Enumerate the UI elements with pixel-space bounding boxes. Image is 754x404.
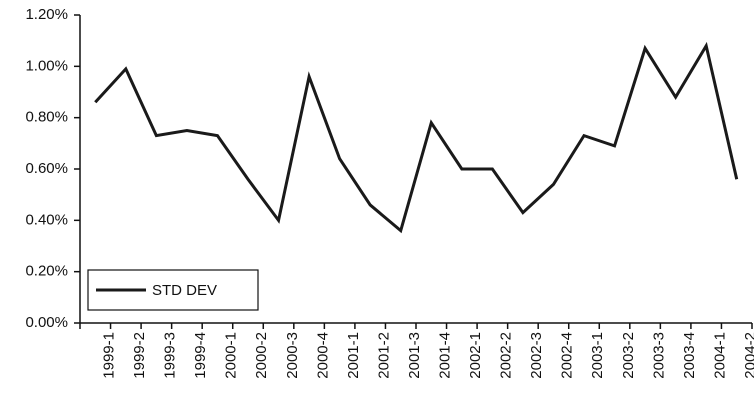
y-tick-label: 1.20% [25,6,68,23]
x-tick-label: 2000-4 [314,332,331,379]
x-tick-label: 2002-2 [498,332,515,379]
x-tick-label: 2003-2 [620,332,637,379]
x-tick-label: 2003-3 [650,332,667,379]
x-tick-label: 2000-3 [284,332,301,379]
x-tick-label: 1999-1 [101,332,118,379]
x-tick-label: 2000-1 [223,332,240,379]
x-tick-label: 2003-1 [589,332,606,379]
x-tick-label: 2004-2 [742,332,754,379]
x-tick-label: 1999-2 [131,332,148,379]
x-tick-label: 2001-1 [345,332,362,379]
y-tick-label: 0.40% [25,211,68,228]
x-tick-label: 2001-4 [437,332,454,379]
y-tick-label: 0.80% [25,109,68,126]
x-tick-label: 1999-3 [162,332,179,379]
y-tick-label: 0.00% [25,314,68,331]
x-tick-label: 1999-4 [192,332,209,379]
x-tick-label: 2003-4 [681,332,698,379]
x-tick-label: 2004-1 [711,332,728,379]
x-tick-label: 2002-1 [467,332,484,379]
line-series [94,41,739,234]
y-tick-label: 0.20% [25,263,68,280]
x-tick-label: 2002-4 [559,332,576,379]
x-tick-label: 2002-3 [528,332,545,379]
legend-label: STD DEV [152,282,217,299]
x-tick-label: 2001-2 [375,332,392,379]
x-tick-label: 2000-2 [253,332,270,379]
y-tick-label: 1.00% [25,57,68,74]
x-tick-label: 2001-3 [406,332,423,379]
y-tick-label: 0.60% [25,160,68,177]
